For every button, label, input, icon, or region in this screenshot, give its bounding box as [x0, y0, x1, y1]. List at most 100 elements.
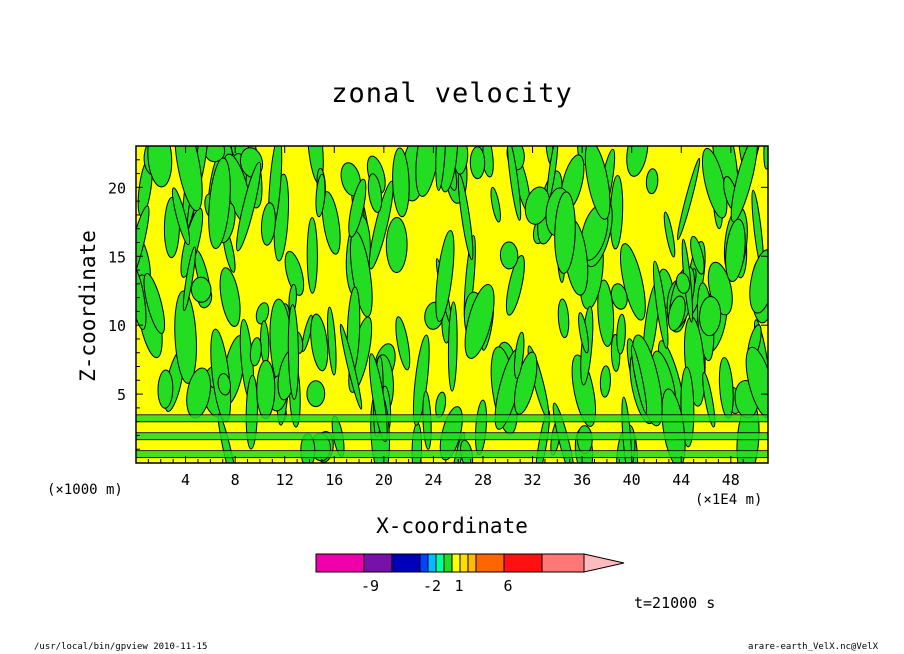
- contour-region: [469, 146, 486, 180]
- contour-region: [136, 205, 150, 287]
- contour-band: [136, 450, 768, 459]
- colorbar-segment: [363, 553, 393, 573]
- contour-region: [392, 147, 410, 218]
- contour-region: [447, 301, 458, 392]
- contour-region: [143, 273, 166, 334]
- contour-region: [645, 168, 659, 195]
- contour-region: [499, 241, 519, 270]
- contour-region: [147, 146, 173, 188]
- contour-region: [619, 243, 646, 321]
- contour-region: [249, 337, 262, 367]
- contour-region: [676, 157, 701, 241]
- contour-region: [610, 283, 628, 310]
- contour-band: [136, 414, 768, 423]
- contour-region: [513, 331, 525, 379]
- contour-region: [385, 217, 408, 273]
- colorbar-segment: [315, 553, 365, 573]
- contour-region: [217, 373, 231, 396]
- x-unit-right: (×1E4 m): [695, 492, 763, 508]
- contour-region: [284, 250, 305, 296]
- contour-region: [464, 284, 495, 359]
- contour-region: [287, 304, 299, 400]
- contour-region: [597, 279, 615, 347]
- contour-region: [171, 187, 191, 246]
- contour-region: [725, 218, 746, 283]
- y-tick-label: 20: [108, 179, 126, 197]
- contour-region: [174, 146, 203, 212]
- contour-region: [219, 267, 241, 327]
- colorbar-label: -9: [361, 577, 379, 595]
- contour-region: [174, 290, 197, 384]
- colorbar-label: 6: [503, 577, 512, 595]
- contour-region: [339, 323, 363, 410]
- field-contours: [136, 146, 768, 463]
- contour-region: [236, 161, 262, 252]
- contour-region: [578, 312, 589, 354]
- colorbar-segment: [541, 553, 585, 573]
- contour-region: [490, 186, 501, 223]
- x-tick-label: 4: [181, 471, 190, 489]
- x-tick-label: 20: [375, 471, 393, 489]
- contour-region: [749, 249, 768, 314]
- contour-region: [667, 295, 686, 332]
- contour-region: [306, 380, 326, 408]
- plot-frame: [135, 145, 769, 464]
- contour-region: [675, 272, 691, 294]
- x-tick-label: 40: [623, 471, 641, 489]
- contour-region: [256, 359, 276, 419]
- contour-region: [507, 146, 522, 221]
- x-tick-label: 48: [722, 471, 740, 489]
- colorbar-segment: [475, 553, 505, 573]
- colorbar-segment: [391, 553, 421, 573]
- contour-region: [435, 146, 447, 191]
- contour-region: [327, 306, 337, 376]
- contour-region: [321, 191, 341, 255]
- contour-region: [730, 146, 758, 223]
- x-unit-left: (×1000 m): [47, 482, 123, 498]
- contour-region: [310, 313, 329, 372]
- contour-region: [367, 173, 383, 213]
- x-tick-label: 12: [276, 471, 294, 489]
- contour-region: [245, 374, 258, 450]
- footer-left: /usr/local/bin/gpview 2010-11-15: [34, 642, 208, 652]
- y-tick-label: 10: [108, 317, 126, 335]
- colorbar-segment: [503, 553, 543, 573]
- contour-region: [182, 246, 196, 311]
- contour-region: [571, 354, 596, 427]
- colorbar-label: -2: [423, 577, 441, 595]
- x-tick-label: 44: [672, 471, 690, 489]
- contour-region: [661, 388, 686, 463]
- y-tick-label: 15: [108, 248, 126, 266]
- contour-region: [690, 235, 705, 275]
- colorbar-label: 1: [454, 577, 463, 595]
- contour-region: [514, 351, 538, 415]
- y-tick-label: 5: [117, 386, 126, 404]
- contour-region: [505, 254, 525, 316]
- contour-region: [616, 313, 626, 355]
- contour-region: [630, 345, 648, 414]
- contour-region: [255, 302, 270, 325]
- contour-region: [663, 211, 676, 258]
- contour-region: [457, 173, 474, 261]
- contour-region: [745, 346, 768, 419]
- contour-region: [626, 146, 649, 177]
- contour-region: [584, 146, 611, 220]
- x-tick-label: 36: [573, 471, 591, 489]
- footer-right: arare-earth_VelX.nc@VelX: [747, 642, 878, 652]
- contour-region: [190, 276, 212, 303]
- contour-region: [599, 365, 611, 398]
- contour-band: [136, 432, 768, 441]
- contour-region: [557, 298, 570, 339]
- x-tick-label: 8: [231, 471, 240, 489]
- contour-region: [348, 178, 367, 238]
- contour-region: [315, 173, 326, 218]
- contour-region: [157, 369, 174, 409]
- contour-region: [698, 296, 722, 337]
- x-tick-label: 32: [524, 471, 542, 489]
- contour-region: [395, 316, 411, 371]
- x-tick-label: 28: [474, 471, 492, 489]
- colorbar-segment: [459, 553, 469, 573]
- contour-region: [435, 230, 455, 322]
